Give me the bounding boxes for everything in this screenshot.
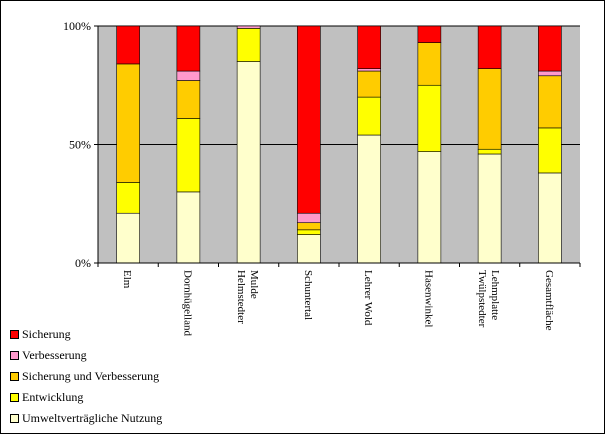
x-tick-label-group: Elm (121, 270, 133, 289)
legend-label: Verbesserung (22, 348, 87, 362)
bar-segment-0-1 (116, 182, 140, 214)
legend-label: Umweltverträgliche Nutzung (22, 411, 163, 425)
legend-item: Sicherung und Verbesserung (10, 366, 270, 387)
bar-segment-3-1 (297, 229, 321, 235)
legend-swatch (10, 414, 19, 423)
bar-segment-0-0 (116, 212, 140, 264)
bar-segment-6-0 (477, 153, 502, 264)
bar-segment-6-2 (477, 68, 502, 150)
x-tick-label: Schuntertal (302, 270, 314, 320)
x-tick-label: Lehmplatte (489, 270, 501, 320)
bar-segment-4-2 (357, 70, 381, 98)
x-tick-label: Elm (121, 270, 133, 289)
y-tick-label: 50% (69, 138, 91, 152)
bar-segment-4-3 (357, 68, 381, 72)
bar-segment-2-1 (236, 28, 261, 62)
bar-segment-5-1 (417, 84, 442, 152)
bar-segment-2-3 (236, 25, 261, 29)
y-tick-label: 100% (63, 19, 91, 33)
x-tick-label: Helmstedter (235, 270, 247, 324)
legend-swatch (10, 372, 19, 381)
bar-segment-6-1 (477, 148, 502, 155)
bar-segment-7-2 (538, 75, 562, 129)
bar-segment-4-4 (357, 25, 381, 69)
bar-segment-7-0 (538, 172, 562, 264)
bar-segment-1-1 (176, 118, 201, 193)
legend-item: Sicherung (10, 324, 270, 345)
bar-segment-5-4 (417, 25, 442, 43)
x-tick-label: Lehrer Wold (362, 270, 374, 326)
bars (116, 25, 562, 264)
x-tick-label: Twülpstedter (476, 270, 488, 328)
bar-segment-3-0 (297, 234, 321, 264)
bar-segment-3-2 (297, 222, 321, 231)
bar-segment-1-2 (176, 80, 201, 119)
bar-segment-5-0 (417, 151, 442, 264)
bar-segment-6-4 (477, 25, 502, 69)
y-tick-label: 0% (75, 256, 91, 270)
y-axis-ticks: 0% 50% 100% (63, 19, 91, 270)
legend-swatch (10, 330, 19, 339)
x-tick-label: Hasenwinkel (422, 270, 434, 327)
legend-item: Umweltverträgliche Nutzung (10, 408, 270, 429)
legend-item: Entwicklung (10, 387, 270, 408)
legend-label: Sicherung (22, 327, 71, 341)
bar-segment-4-0 (357, 134, 381, 264)
legend-label: Entwicklung (22, 390, 84, 404)
bar-segment-7-3 (538, 70, 562, 77)
x-axis-labels: Elm Dornhügelland Helmstedter Mulde Schunter… (121, 270, 555, 336)
bar-segment-4-1 (357, 96, 381, 136)
bar-segment-2-0 (236, 61, 261, 264)
bar-segment-0-2 (116, 63, 140, 183)
bar-segment-0-4 (116, 25, 140, 65)
x-tick-label: Dornhügelland (181, 270, 193, 336)
bar-segment-3-4 (297, 25, 321, 214)
x-tick-label-group: Twülpstedter Lehmplatte (476, 270, 501, 328)
x-tick-label-group: Hasenwinkel (422, 270, 434, 327)
x-tick-label-group: Dornhügelland (181, 270, 193, 336)
x-tick-label: Gesamtfläche (543, 270, 555, 331)
bar-segment-1-0 (176, 191, 201, 264)
bar-segment-7-1 (538, 127, 562, 174)
legend-label: Sicherung und Verbesserung (22, 369, 160, 383)
bar-segment-1-3 (176, 70, 201, 81)
legend: Sicherung Verbesserung Sicherung und Verbe… (10, 324, 270, 429)
bar-segment-1-4 (176, 25, 201, 72)
legend-item: Verbesserung (10, 345, 270, 366)
bar-segment-5-2 (417, 42, 442, 86)
x-tick-label-group: Lehrer Wold (362, 270, 374, 326)
legend-swatch (10, 393, 19, 402)
bar-segment-3-3 (297, 212, 321, 224)
x-tick-label-group: Gesamtfläche (543, 270, 555, 331)
x-tick-label-group: Schuntertal (302, 270, 314, 320)
x-tick-label: Mulde (248, 270, 260, 299)
axes (94, 25, 581, 267)
legend-swatch (10, 351, 19, 360)
bar-segment-7-4 (538, 25, 562, 72)
x-tick-label-group: Helmstedter Mulde (235, 270, 260, 324)
